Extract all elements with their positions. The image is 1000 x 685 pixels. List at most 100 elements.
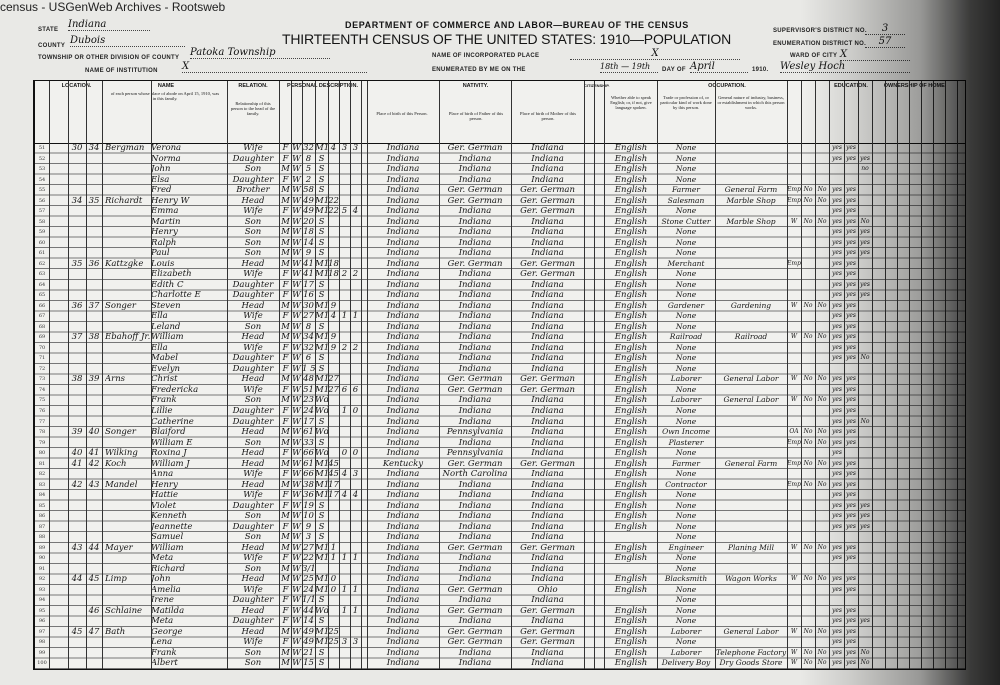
father-birthplace-cell: Indiana [458, 216, 492, 227]
dwelling-number-cell [68, 585, 86, 596]
sex-cell: M [281, 395, 290, 406]
trade-cell: Engineer [668, 542, 704, 552]
language-cell: English [614, 416, 648, 427]
weeks-out-of-work-cell [815, 595, 829, 606]
years-married-cell: 45 [328, 458, 339, 469]
relation-cell: Head [241, 479, 265, 490]
marital-status-cell: M1 [315, 143, 328, 153]
table-row: 71 Mabel Daughter F W 6 S Indiana Indiana Indiana… [35, 353, 965, 364]
language-cell: English [614, 290, 648, 301]
line-number-cell: 89 [38, 544, 46, 551]
line-number-cell: 93 [38, 586, 46, 593]
family-number-cell [86, 522, 102, 533]
marital-status-cell: M1 [315, 626, 328, 637]
can-read-cell: yes [831, 648, 843, 656]
given-name-cell: Elsa [151, 174, 170, 185]
father-birthplace-cell: Ger. German [447, 637, 503, 648]
mother-birthplace-cell: Indiana [531, 311, 564, 322]
weeks-out-of-work-cell [815, 511, 829, 522]
relation-cell: Wife [243, 384, 263, 395]
line-number-cell: 62 [38, 260, 46, 267]
table-row: 58 Martin Son M W 20 S Indiana Indiana Indiana Eng… [35, 217, 965, 228]
mother-birthplace-cell: Indiana [531, 563, 564, 574]
race-cell: W [292, 521, 301, 532]
years-married-cell [328, 395, 339, 406]
dwelling-number-cell: 39 [71, 427, 83, 438]
dwelling-number-cell [68, 343, 86, 354]
years-married-cell: 45 [328, 469, 339, 480]
enumerated-days: 18th — 19th [600, 61, 658, 73]
trade-cell: Laborer [670, 626, 702, 636]
language-cell: English [614, 490, 648, 501]
employment-class-cell [787, 595, 801, 606]
trade-cell: Delivery Boy [661, 658, 711, 668]
sex-cell: M [281, 164, 290, 175]
birthplace-cell: Indiana [386, 237, 420, 248]
can-read-cell: yes [831, 606, 843, 614]
employment-class-cell [787, 585, 801, 596]
language-cell: English [614, 553, 648, 564]
children-born-cell: 1 [341, 406, 348, 416]
dwelling-number-cell: 40 [71, 448, 83, 459]
can-write-cell: yes [845, 617, 857, 625]
year-value: 1910. [752, 67, 769, 73]
table-body: 51 30 34 Bergman Verona Wife F W 32 M1 4 3 3 Indiana G… [35, 143, 965, 669]
dwelling-number-cell [68, 238, 86, 249]
can-read-cell: yes [831, 575, 843, 583]
industry-cell [715, 553, 787, 564]
surname-cell [105, 322, 151, 333]
birthplace-cell: Indiana [386, 574, 420, 585]
trade-header: Trade or profession of, or particular ki… [660, 95, 712, 110]
can-read-cell [830, 595, 844, 606]
mother-birthplace-cell: Indiana [531, 647, 564, 658]
line-number-cell: 52 [38, 155, 46, 162]
surname-cell [105, 406, 151, 417]
table-row: 94 Irene Daughter FW1/12S Indiana Indiana Indi… [35, 595, 965, 606]
attended-school-cell [858, 385, 872, 396]
mother-birthplace-cell: Indiana [531, 321, 564, 332]
can-read-cell: yes [831, 627, 843, 635]
marital-status-cell: M1 [315, 553, 328, 564]
weeks-out-of-work-cell [815, 385, 829, 396]
employment-class-cell [787, 206, 801, 217]
children-born-cell [339, 574, 350, 585]
relation-cell: Head [241, 300, 265, 311]
years-married-cell [328, 427, 339, 438]
dwelling-number-cell [68, 322, 86, 333]
family-number-cell [86, 238, 102, 249]
children-living-cell: 3 [352, 469, 359, 480]
can-write-cell: yes [845, 238, 857, 246]
father-birthplace-cell: North Carolina [442, 469, 508, 480]
ownership-header: OWNERSHIP OF HOME. [883, 83, 947, 89]
birthplace-cell: Indiana [386, 342, 420, 353]
years-married-cell: 17 [328, 479, 339, 490]
marital-status-cell: S [318, 595, 325, 606]
family-number-cell [86, 595, 102, 606]
given-name-cell: Evelyn [151, 363, 181, 374]
mother-birthplace-cell: Indiana [531, 237, 564, 248]
location-header: LOCATION. [61, 83, 92, 89]
can-read-cell: yes [831, 280, 843, 288]
line-number-cell: 87 [38, 523, 46, 530]
dwelling-number-cell [68, 438, 86, 449]
attended-school-cell [858, 185, 872, 196]
line-number-cell: 95 [38, 607, 46, 614]
trade-cell: None [675, 616, 697, 626]
father-birthplace-cell: Indiana [458, 332, 492, 343]
trade-cell: None [675, 469, 697, 479]
supervisor-district-value: 3 [865, 23, 905, 35]
incorporated-place-value: X [570, 48, 740, 60]
column-divider [933, 81, 934, 669]
line-number-cell: 51 [38, 145, 46, 151]
age-cell: 27 [303, 311, 314, 322]
years-married-cell [328, 564, 339, 575]
employment-class-cell: W [790, 659, 798, 667]
dwelling-number-cell: 36 [71, 300, 83, 311]
children-living-cell [350, 154, 361, 165]
birthplace-cell: Indiana [386, 363, 420, 374]
race-cell: W [292, 563, 301, 574]
language-cell: English [614, 143, 648, 153]
children-born-cell: 1 [341, 553, 348, 564]
father-birthplace-cell: Ger. German [447, 185, 503, 196]
family-number-cell [86, 648, 102, 659]
